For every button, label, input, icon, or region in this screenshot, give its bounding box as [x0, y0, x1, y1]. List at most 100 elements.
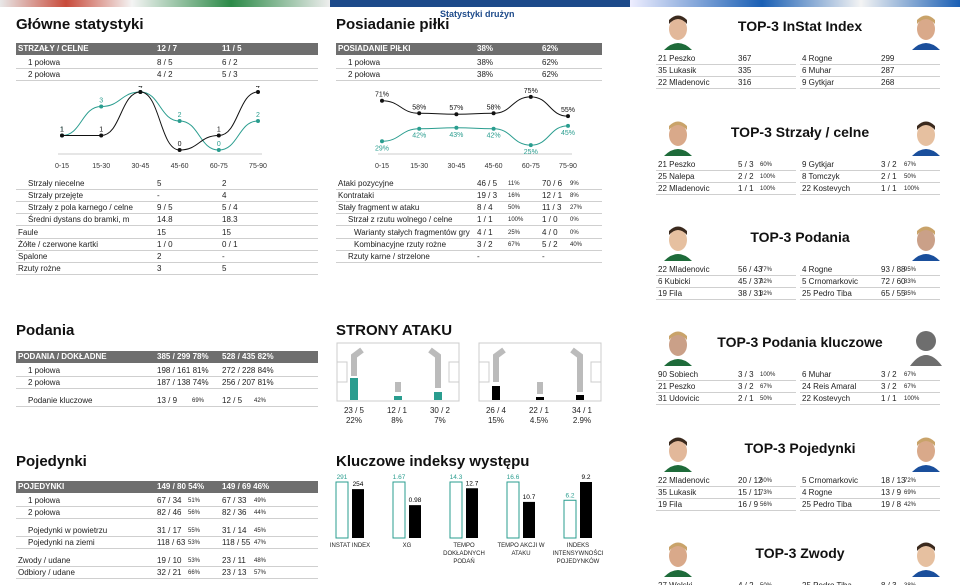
attack-percent-a: 7% [434, 416, 446, 425]
jersey [664, 359, 692, 366]
percent-team-a: 53% [188, 540, 201, 546]
row-label: Ataki pozycyjne [338, 179, 394, 188]
face [669, 124, 687, 146]
table-row: Strzał z rzutu wolnego / celne 1 / 1 100% 1… [336, 214, 602, 226]
data-label: 58% [487, 104, 501, 111]
tick-label: 30-45 [131, 163, 149, 170]
bar-label-b: 12.7 [466, 480, 479, 487]
player-value: 335 [738, 66, 752, 75]
data-point [138, 90, 143, 94]
hair [669, 331, 687, 340]
value-team-b: 70 / 6 [542, 179, 563, 188]
attack-percent-a: 22% [345, 416, 362, 425]
face [917, 545, 935, 567]
player-name: 21 Peszko [658, 160, 696, 169]
table-row: 35 Lukasik 335 [656, 65, 796, 77]
table-row: Kombinacyjne rzuty rożne 3 / 2 67% 5 / 2 40% [336, 239, 602, 251]
table-row: 6 Muhar 3 / 2 67% [800, 369, 940, 381]
value-team-a: 4 / 1 [477, 228, 493, 237]
jersey [664, 254, 692, 261]
player-value: 268 [881, 78, 895, 87]
data-label: 0 [217, 141, 221, 148]
index-label: TEMPO AKCJI W ATAKU [497, 543, 545, 557]
player-percent: 50% [760, 580, 772, 585]
bar-team-b [352, 489, 364, 538]
passes-header: PODANIA / DOKŁADNE 385 / 299 78% 528 / 4… [16, 351, 318, 363]
duels-header: POJEDYNKI 149 / 80 54% 149 / 69 46% [16, 481, 318, 493]
player-name: 22 Mladenovic [658, 476, 710, 485]
face [669, 229, 687, 251]
data-label: 71% [375, 92, 389, 99]
row-label: Średni dystans do bramki, m [28, 215, 130, 224]
player-name: 9 Gytkjar [802, 78, 835, 87]
data-label: 1 [60, 127, 64, 134]
row-label: Kontrataki [338, 191, 375, 200]
player-percent: 100% [904, 186, 920, 192]
player-percent: 95% [904, 267, 917, 273]
player-name: 27 Wolski [658, 580, 693, 585]
key-indices-bar-chart: 291 254 1.67 0.98 14.312.7 16.6 10.7 6.2 9.2 [335, 474, 592, 539]
percent-team-a: 11% [508, 181, 520, 187]
data-point [528, 94, 533, 99]
table-row: Żółte / czerwone kartki 1 / 0 0 / 1 [16, 239, 318, 251]
index-label: XG [402, 543, 412, 549]
attack-value-b: 34 / 1 [571, 406, 592, 415]
row-label: Strzały przejęte [28, 191, 84, 200]
face [669, 440, 687, 462]
value-team-b: 1 / 0 [542, 215, 558, 224]
attack-value-a: 23 / 5 [343, 406, 364, 415]
player-value: 367 [738, 54, 752, 63]
hair [917, 226, 935, 235]
jersey [912, 254, 940, 261]
player-value: 38 / 31 [738, 289, 763, 298]
row-label: Odbiory / udane [18, 568, 75, 577]
player-percent: 82% [760, 279, 773, 285]
player-value: 45 / 37 [738, 277, 763, 286]
value-team-b: 5 / 4 [222, 203, 238, 212]
series-line [381, 125, 569, 146]
player-value: 72 / 60 [881, 277, 906, 286]
table-row: Stały fragment w ataku 8 / 4 50% 11 / 3 27% [336, 202, 602, 214]
bar-label-b: 10.7 [523, 494, 536, 501]
row-label: Pojedynki na ziemi [28, 538, 95, 547]
jersey [912, 43, 940, 50]
percent-team-a: 16% [508, 193, 521, 199]
percent-team-a: 25% [508, 230, 521, 236]
data-label: 1 [60, 127, 64, 134]
value-team-b: 82 / 36 [222, 508, 247, 517]
percent-team-b: 0% [570, 217, 579, 223]
bar-team-b [409, 505, 421, 538]
value-team-a: 82 / 46 [157, 508, 182, 517]
value-team-a: 5 [157, 179, 162, 188]
table-row: 25 Nalepa 2 / 2 100% [656, 171, 796, 183]
bar-team-a [563, 499, 577, 539]
table-row: Średni dystans do bramki, m 14.8 18.3 [16, 214, 318, 226]
data-point [454, 112, 459, 117]
player-photo [660, 116, 696, 156]
player-photo [660, 432, 696, 472]
player-photo [908, 326, 944, 366]
table-row: 22 Mladenovic 1 / 1 100% [656, 183, 796, 195]
player-value: 1 / 1 [738, 184, 754, 193]
bar-label-a: 1.67 [393, 474, 406, 481]
player-value: 93 / 88 [881, 265, 906, 274]
table-row: 4 Rogne 13 / 9 69% [800, 487, 940, 499]
player-value: 316 [738, 78, 752, 87]
percent-team-b: 48% [254, 558, 267, 564]
bar-label-b: 254 [353, 481, 364, 488]
value-team-a: 9 / 5 [157, 203, 173, 212]
face [917, 440, 935, 462]
table-row: 8 Tomczyk 2 / 1 50% [800, 171, 940, 183]
player-percent: 67% [904, 162, 917, 168]
face [669, 334, 687, 356]
percent-team-a: 53% [188, 558, 201, 564]
player-percent: 60% [760, 162, 773, 168]
value-team-a: 8 / 4 [477, 203, 493, 212]
table-row: 19 Fila 38 / 31 82% [656, 288, 796, 300]
attack-value-b: 22 / 1 [528, 406, 549, 415]
player-percent: 50% [904, 174, 917, 180]
player-percent: 50% [760, 396, 773, 402]
player-name: 9 Gytkjar [802, 160, 835, 169]
top3-title: TOP-3 InStat Index [737, 18, 863, 34]
